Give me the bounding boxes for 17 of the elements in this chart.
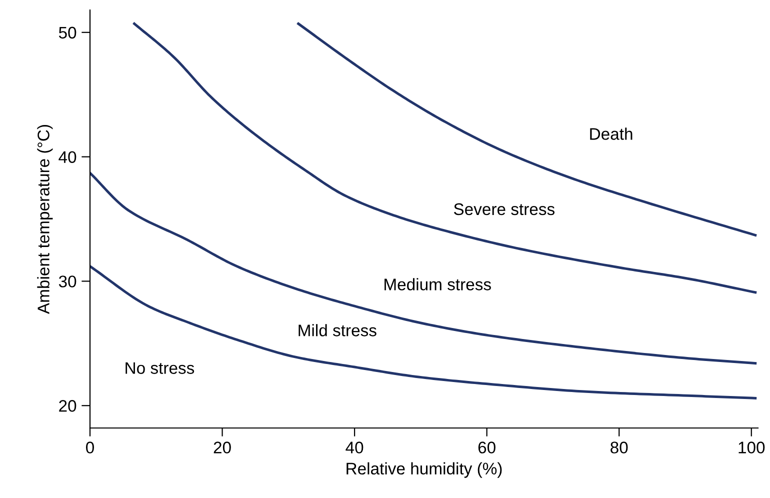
x-tick-label: 40 — [346, 442, 364, 454]
annotation: Medium stress — [384, 278, 491, 290]
x-tick-label: 0 — [86, 442, 94, 454]
x-tick-label: 20 — [214, 442, 231, 454]
x-tick-label: 100 — [738, 442, 765, 454]
y-tick-label: 50 — [58, 26, 76, 39]
annotation: Mild stress — [298, 324, 376, 336]
x-axis-title: Relative humidity (%) — [346, 462, 502, 478]
annotation: Severe stress — [454, 203, 555, 216]
x-tick-label: 60 — [478, 442, 496, 454]
x-tick-label: 80 — [610, 442, 628, 454]
annotation: Death — [590, 128, 632, 140]
y-tick-label: 40 — [58, 151, 76, 163]
annotation: No stress — [126, 362, 194, 374]
y-tick-label: 20 — [59, 400, 76, 412]
y-tick-label: 30 — [58, 276, 76, 288]
y-axis-title: Ambient temperature (°C) — [37, 124, 53, 314]
